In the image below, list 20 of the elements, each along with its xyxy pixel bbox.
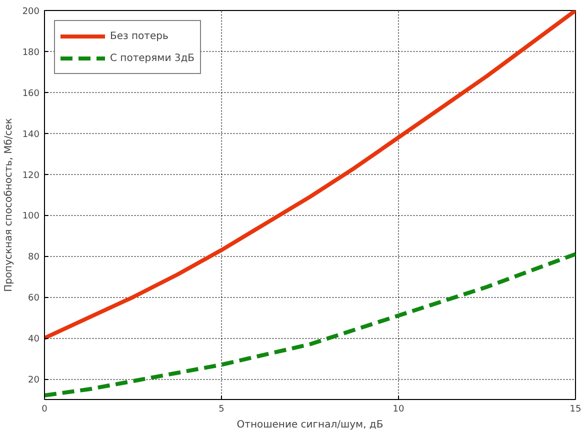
legend-label: Без потерь bbox=[110, 30, 168, 42]
y-tick-label: 20 bbox=[28, 376, 40, 386]
y-tick-label: 80 bbox=[28, 252, 40, 263]
y-tick-label: 120 bbox=[22, 170, 40, 181]
x-tick-label: 10 bbox=[392, 404, 404, 414]
line-series bbox=[44, 252, 576, 398]
x-tick-label: 0 bbox=[42, 404, 48, 414]
y-tick-label: 40 bbox=[28, 334, 40, 345]
line-series bbox=[44, 10, 576, 340]
x-tick-label: 15 bbox=[570, 404, 581, 414]
y-tick-label: 100 bbox=[22, 212, 40, 222]
y-tick-label: 160 bbox=[22, 88, 40, 99]
y-tick-label: 60 bbox=[28, 294, 40, 304]
y-tick-label: 200 bbox=[22, 7, 40, 17]
y-tick-label: 180 bbox=[22, 48, 40, 58]
y-tick-label: 140 bbox=[22, 130, 40, 140]
y-axis-title: Пропускная способность, Мб/сек bbox=[3, 118, 14, 292]
legend-label: С потерями 3дБ bbox=[110, 52, 195, 64]
x-axis-title: Отношение сигнал/шум, дБ bbox=[236, 420, 384, 430]
x-tick-label: 5 bbox=[218, 404, 224, 414]
